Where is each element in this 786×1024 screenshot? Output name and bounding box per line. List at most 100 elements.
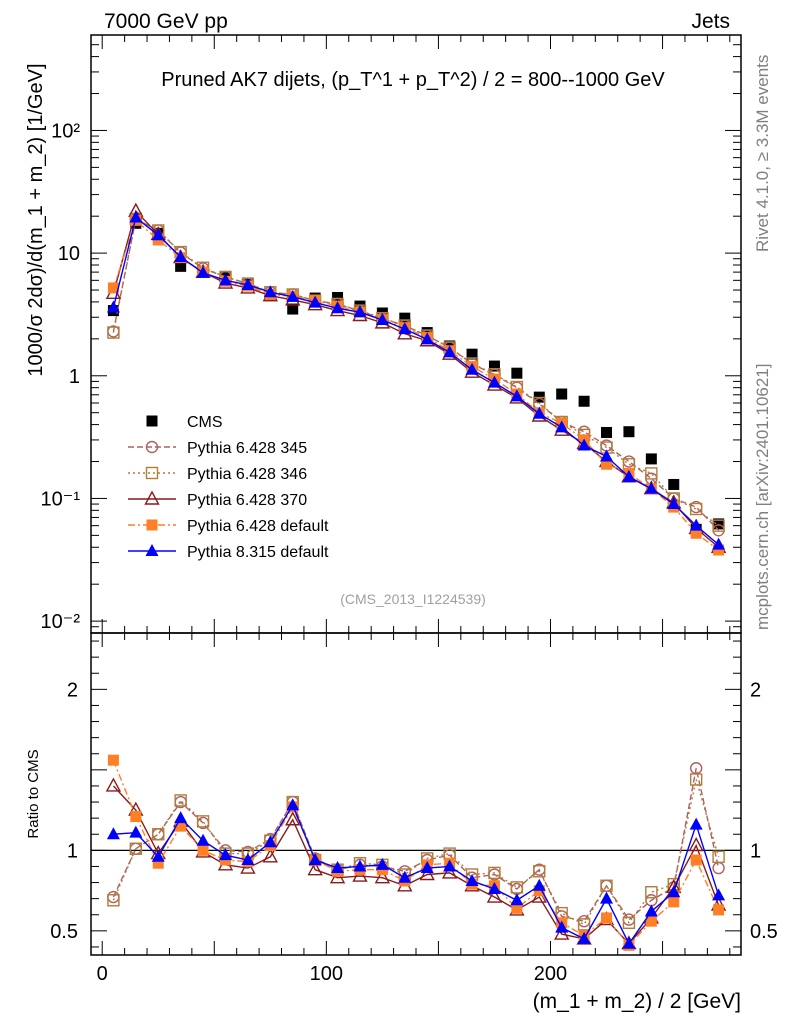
ratio-point bbox=[689, 773, 703, 786]
ratio-point bbox=[105, 777, 122, 792]
ratio-point bbox=[645, 886, 658, 899]
ratio-point bbox=[241, 853, 255, 866]
data-point bbox=[713, 544, 725, 556]
x-tick-label: 100 bbox=[310, 963, 343, 985]
ratio-point bbox=[420, 861, 434, 874]
data-point bbox=[196, 265, 210, 278]
y-tick-label: 10⁻² bbox=[41, 611, 81, 633]
y-axis-label: 1000/σ 2dσ)/d(m_1 + m_2) [1/GeV] bbox=[25, 63, 47, 376]
legend: CMS Pythia 6.428 345 Pythia 6.428 346 Pythi… bbox=[128, 414, 329, 561]
data-point bbox=[287, 303, 299, 315]
ratio-point bbox=[130, 811, 142, 823]
ratio-y-tick-label: 1 bbox=[67, 840, 78, 862]
ratio-point bbox=[331, 861, 345, 874]
ratio-point bbox=[600, 879, 613, 892]
ratio-point bbox=[712, 861, 725, 875]
ratio-point bbox=[375, 857, 389, 870]
ratio-point bbox=[667, 885, 681, 898]
data-point bbox=[375, 312, 389, 325]
ratio-point bbox=[532, 878, 546, 891]
data-point bbox=[578, 395, 590, 407]
ratio-y-tick-label-right: 0.5 bbox=[750, 921, 778, 943]
ratio-point bbox=[152, 857, 164, 869]
ratio-point bbox=[107, 894, 120, 907]
ratio-point bbox=[690, 854, 702, 866]
legend-marker bbox=[145, 440, 159, 454]
ratio-point bbox=[601, 912, 613, 924]
ratio-point bbox=[577, 918, 591, 931]
data-point bbox=[263, 285, 277, 298]
ratio-point bbox=[419, 866, 435, 881]
ratio-point bbox=[510, 881, 524, 894]
data-point bbox=[399, 312, 411, 324]
ratio-point bbox=[307, 861, 323, 876]
data-point bbox=[623, 426, 635, 438]
ratio-y-tick-label: 2 bbox=[67, 679, 78, 701]
data-point bbox=[645, 453, 657, 465]
ratio-point bbox=[510, 893, 524, 906]
ratio-point bbox=[486, 888, 503, 903]
x-tick-label: 0 bbox=[97, 963, 108, 985]
data-point bbox=[690, 527, 702, 539]
data-point bbox=[398, 322, 412, 335]
ratio-line-pythia-6-428-346 bbox=[112, 779, 720, 926]
ratio-point bbox=[443, 859, 457, 872]
ratio-point bbox=[308, 853, 322, 866]
legend-marker bbox=[144, 490, 160, 505]
legend-marker bbox=[145, 544, 159, 556]
data-point bbox=[510, 389, 524, 402]
legend-entry: Pythia 6.428 default bbox=[128, 518, 329, 535]
data-point bbox=[241, 277, 255, 290]
data-point bbox=[511, 367, 523, 379]
data-point bbox=[487, 375, 501, 388]
ratio-point bbox=[129, 842, 143, 855]
ratio-y-tick-label-right: 1 bbox=[750, 840, 761, 862]
ratio-point bbox=[577, 931, 591, 944]
data-point bbox=[645, 467, 658, 480]
data-point bbox=[532, 406, 546, 419]
ratio-point bbox=[129, 825, 143, 838]
legend-marker bbox=[145, 466, 159, 480]
series-line-pythia-6-428-346 bbox=[112, 217, 720, 527]
legend-label: Pythia 6.428 345 bbox=[187, 440, 307, 457]
data-point bbox=[218, 273, 232, 286]
ratio-point bbox=[218, 848, 232, 861]
side-label-bottom: mcplots.cern.ch [arXiv:2401.10621] bbox=[753, 364, 772, 630]
data-point bbox=[107, 282, 119, 294]
ratio-point bbox=[533, 865, 546, 878]
ratio-point bbox=[398, 870, 412, 883]
ratio-series-pythia-6-428-default bbox=[107, 754, 725, 951]
ratio-y-tick-label-right: 2 bbox=[750, 679, 761, 701]
header-left: 7000 GeV pp bbox=[104, 10, 228, 33]
data-point bbox=[555, 420, 569, 433]
data-point bbox=[465, 362, 479, 375]
legend-marker bbox=[146, 519, 158, 531]
ratio-point bbox=[688, 837, 704, 852]
ratio-plot-frame bbox=[90, 632, 742, 956]
ratio-point bbox=[668, 896, 680, 908]
data-point bbox=[577, 438, 591, 451]
ratio-point bbox=[689, 817, 703, 830]
data-point bbox=[174, 249, 188, 262]
series-pythia-8-315-default bbox=[106, 210, 726, 550]
data-point bbox=[667, 497, 681, 510]
ratio-point bbox=[511, 902, 523, 914]
data-point bbox=[713, 518, 725, 530]
data-point bbox=[466, 348, 478, 360]
ratio-point bbox=[644, 904, 658, 917]
x-tick-label: 200 bbox=[534, 963, 567, 985]
ratio-point bbox=[441, 864, 458, 879]
ratio-line-pythia-8-315-default bbox=[113, 803, 720, 946]
data-point bbox=[332, 291, 344, 303]
legend-marker bbox=[146, 415, 158, 427]
data-point bbox=[712, 537, 726, 550]
ratio-point bbox=[174, 794, 187, 807]
ratio-point bbox=[645, 915, 657, 927]
data-point bbox=[488, 360, 500, 372]
data-point bbox=[308, 295, 322, 308]
ratio-line-pythia-6-428-default bbox=[112, 759, 720, 947]
ratio-point bbox=[286, 798, 300, 811]
data-point bbox=[556, 388, 568, 400]
ratio-point bbox=[106, 827, 120, 840]
